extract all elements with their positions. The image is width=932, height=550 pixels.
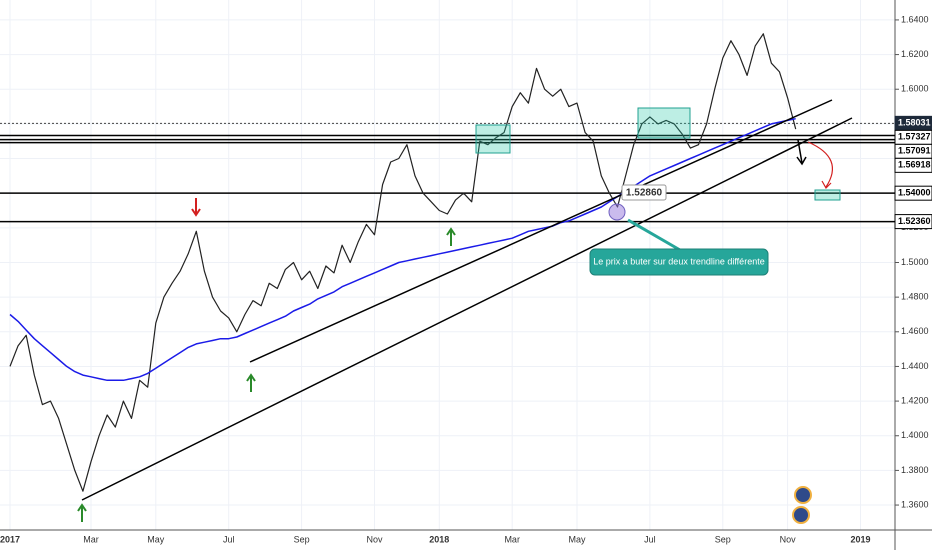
level-label: 1.57091 [898,146,931,156]
x-tick-label: 2019 [850,534,870,544]
arrow-down [796,139,807,166]
level-label: 1.57327 [898,132,931,142]
arrow-down [191,198,201,217]
x-tick-label: Jul [644,534,656,544]
y-tick-label: 1.3600 [901,499,929,509]
event-icon [794,486,812,504]
series [0,33,895,492]
level-label: 1.54000 [898,188,931,198]
arrow-curve [807,141,834,189]
y-axis-panel [895,0,932,550]
y-tick-label: 1.3800 [901,465,929,475]
price-marker-box [621,184,667,201]
x-tick-label: May [147,534,165,544]
level-label-box [894,185,932,201]
axes: 1.3600 1.3800 1.4000 1.4200 1.4400 1.4600 1.48… [0,14,932,544]
trendline [249,99,833,363]
y-tick-label: 1.6400 [901,14,929,24]
x-tick-label: 2017 [0,534,20,544]
level-label: 1.56918 [898,160,931,170]
y-tick-label: 1.6200 [901,49,929,59]
level-label: 1.58031 [898,118,931,128]
y-tick-label: 1.4200 [901,395,929,405]
level-label-box [894,214,932,230]
x-tick-label: Mar [504,534,520,544]
zone [475,124,511,154]
price-line [9,33,797,492]
arrow-up [246,373,256,392]
touch-point [608,203,626,221]
arrow-up [446,227,456,246]
y-tick-label: 1.4600 [901,326,929,336]
event-icon [792,506,810,524]
x-tick-label: May [568,534,586,544]
zone [814,189,841,201]
callout-pointer [627,218,681,252]
y-tick-label: 1.5000 [901,257,929,267]
moving-average [9,117,796,382]
y-tick-label: 1.4400 [901,361,929,371]
x-tick-label: Nov [780,534,797,544]
level-label-box [894,157,932,173]
x-tick-label: Nov [366,534,383,544]
trendline [81,117,853,501]
x-tick-label: Sep [715,534,731,544]
x-tick-label: Jul [223,534,235,544]
y-tick-label: 1.6000 [901,84,929,94]
callout-text: Le prix a buter sur deux trendline diffé… [593,256,764,266]
x-tick-label: 2018 [429,534,449,544]
y-tick-label: 1.4800 [901,292,929,302]
price-marker: 1.52860 [626,188,663,199]
x-tick-label: Sep [294,534,310,544]
arrow-up [77,503,87,522]
level-label: 1.52360 [898,216,931,226]
zone [637,107,691,139]
x-tick-label: Mar [83,534,99,544]
y-tick-label: 1.4000 [901,430,929,440]
callout-box [589,248,769,276]
x-axis-panel [0,530,932,550]
